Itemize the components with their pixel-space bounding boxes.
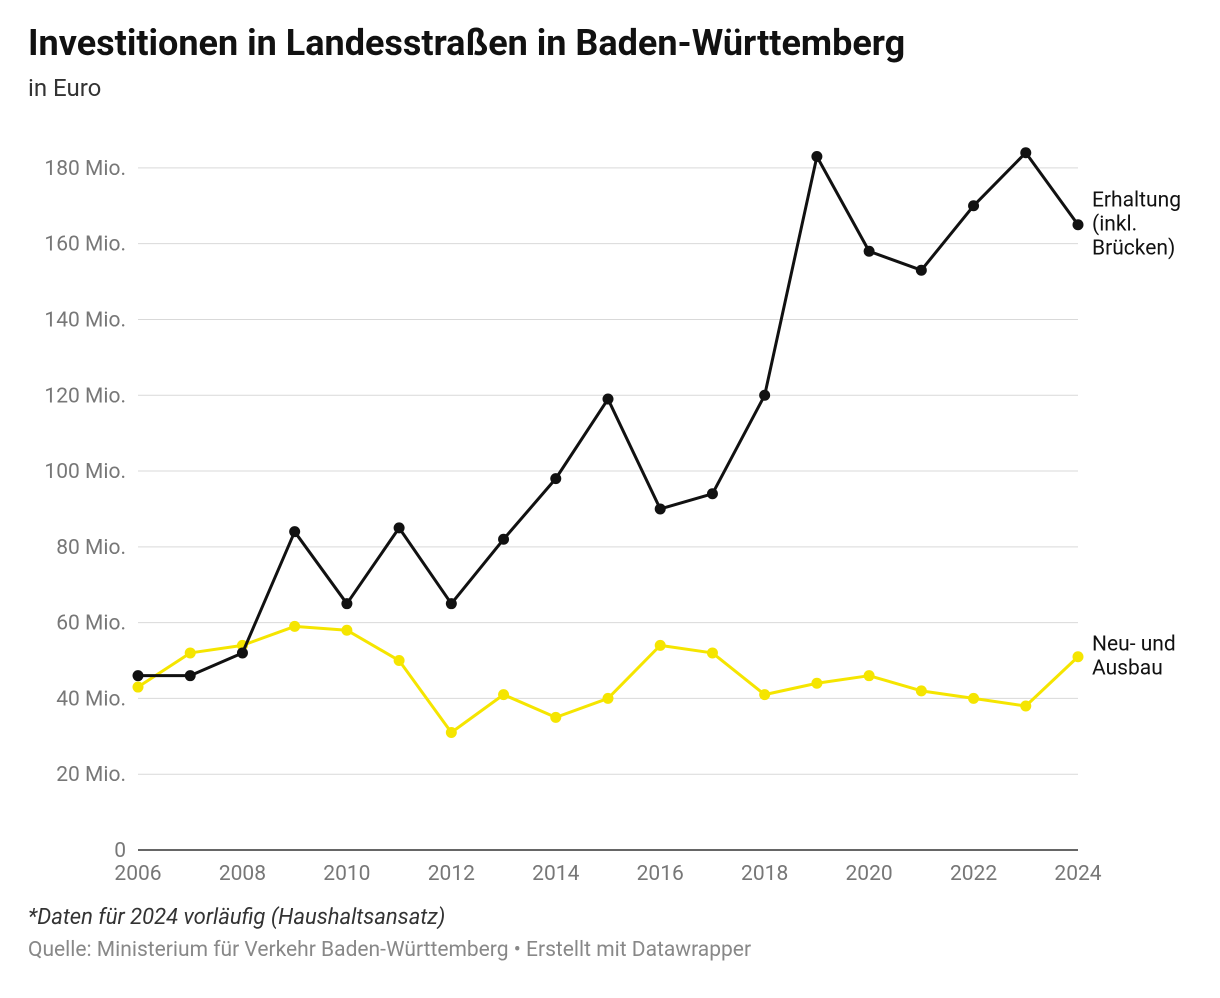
series-marker-neu-ausbau — [603, 693, 614, 704]
series-marker-erhaltung — [446, 598, 457, 609]
series-marker-erhaltung — [707, 488, 718, 499]
series-marker-neu-ausbau — [968, 693, 979, 704]
series-marker-erhaltung — [1020, 147, 1031, 158]
chart-subtitle: in Euro — [28, 74, 1192, 102]
series-marker-erhaltung — [655, 503, 666, 514]
series-marker-neu-ausbau — [1073, 651, 1084, 662]
chart-plot-area: 0 20 Mio. 40 Mio. 60 Mio. 80 Mio. 100 Mio. 120… — [28, 120, 1192, 900]
series-marker-erhaltung — [394, 522, 405, 533]
y-tick-label: 40 Mio. — [56, 687, 126, 711]
y-tick-label: 180 Mio. — [44, 157, 126, 181]
x-tick-label: 2018 — [741, 862, 788, 886]
chart-footnote: *Daten für 2024 vorläufig (Haushaltsansa… — [28, 905, 751, 930]
x-tick-label: 2024 — [1054, 862, 1101, 886]
series-label-erhaltung: Brücken) — [1092, 237, 1175, 261]
x-tick-label: 2006 — [114, 862, 161, 886]
x-tick-label: 2008 — [219, 862, 266, 886]
series-marker-neu-ausbau — [1020, 701, 1031, 712]
series-line-neu-ausbau — [138, 626, 1078, 732]
y-tick-label: 20 Mio. — [56, 763, 126, 787]
chart-svg: 0 20 Mio. 40 Mio. 60 Mio. 80 Mio. 100 Mio. 120… — [28, 120, 1192, 900]
series-marker-neu-ausbau — [498, 689, 509, 700]
series-marker-neu-ausbau — [550, 712, 561, 723]
series-marker-erhaltung — [341, 598, 352, 609]
x-tick-label: 2016 — [637, 862, 684, 886]
series-marker-erhaltung — [1073, 219, 1084, 230]
y-tick-label: 80 Mio. — [56, 536, 126, 560]
series-marker-erhaltung — [289, 526, 300, 537]
series-marker-neu-ausbau — [916, 685, 927, 696]
x-tick-label: 2010 — [323, 862, 370, 886]
series-marker-neu-ausbau — [341, 625, 352, 636]
chart-title: Investitionen in Landesstraßen in Baden-… — [28, 24, 1192, 64]
x-tick-label: 2022 — [950, 862, 997, 886]
series-marker-erhaltung — [968, 200, 979, 211]
series-marker-neu-ausbau — [185, 647, 196, 658]
series-marker-erhaltung — [133, 670, 144, 681]
series-marker-erhaltung — [498, 534, 509, 545]
x-tick-label: 2012 — [428, 862, 475, 886]
series-label-neu-ausbau: Neu- und — [1092, 633, 1176, 657]
y-tick-label: 160 Mio. — [44, 233, 126, 257]
series-label-erhaltung: (inkl. — [1092, 213, 1137, 237]
series-marker-neu-ausbau — [655, 640, 666, 651]
x-tick-label: 2020 — [846, 862, 893, 886]
series-marker-neu-ausbau — [811, 678, 822, 689]
chart-footer: *Daten für 2024 vorläufig (Haushaltsansa… — [28, 905, 751, 962]
series-marker-erhaltung — [864, 246, 875, 257]
series-marker-erhaltung — [916, 265, 927, 276]
series-marker-erhaltung — [237, 647, 248, 658]
series-marker-neu-ausbau — [446, 727, 457, 738]
series-line-erhaltung — [138, 153, 1078, 676]
series-label-neu-ausbau: Ausbau — [1092, 657, 1163, 681]
y-tick-label: 100 Mio. — [44, 460, 126, 484]
series-marker-neu-ausbau — [133, 682, 144, 693]
y-tick-label: 0 — [114, 839, 126, 863]
series-marker-neu-ausbau — [289, 621, 300, 632]
series-marker-neu-ausbau — [394, 655, 405, 666]
y-tick-label: 140 Mio. — [44, 308, 126, 332]
series-marker-neu-ausbau — [707, 647, 718, 658]
series-marker-erhaltung — [185, 670, 196, 681]
series-label-erhaltung: Erhaltung — [1092, 189, 1181, 213]
series-marker-erhaltung — [550, 473, 561, 484]
series-marker-neu-ausbau — [759, 689, 770, 700]
y-tick-label: 120 Mio. — [44, 384, 126, 408]
series-marker-erhaltung — [759, 390, 770, 401]
chart-source: Quelle: Ministerium für Verkehr Baden-Wü… — [28, 938, 751, 962]
y-tick-label: 60 Mio. — [56, 612, 126, 636]
series-marker-erhaltung — [603, 394, 614, 405]
series-marker-neu-ausbau — [864, 670, 875, 681]
chart-container: Investitionen in Landesstraßen in Baden-… — [0, 0, 1220, 998]
x-tick-label: 2014 — [532, 862, 579, 886]
series-marker-erhaltung — [811, 151, 822, 162]
